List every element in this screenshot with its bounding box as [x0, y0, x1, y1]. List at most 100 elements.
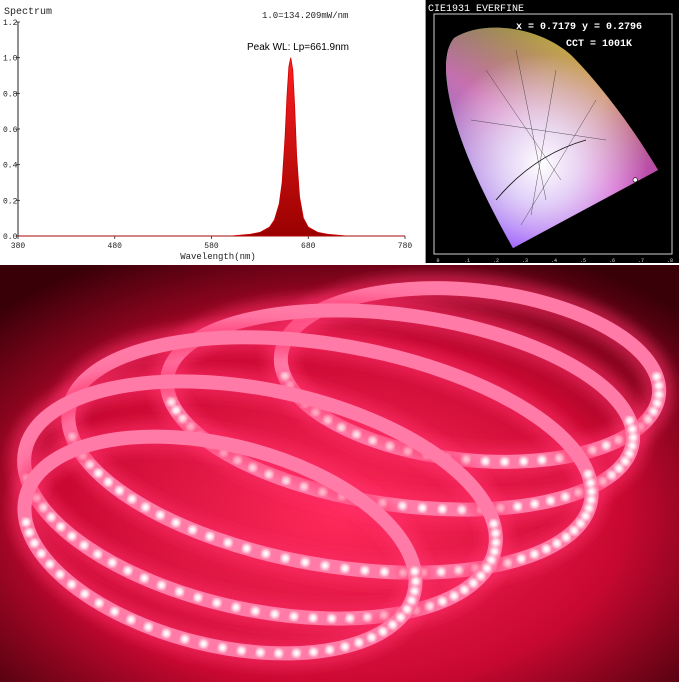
- cie-x-tick-label: 0: [436, 258, 439, 263]
- led-chip: [584, 504, 594, 513]
- led-chip: [586, 495, 596, 505]
- led-chip: [110, 607, 119, 616]
- cie-x-tick-label: .6: [609, 258, 615, 263]
- led-chip: [251, 606, 260, 616]
- spectrum-x-tick-label: 780: [398, 242, 413, 251]
- led-chip: [231, 603, 241, 612]
- led-chip: [242, 544, 251, 553]
- led-chip: [300, 558, 310, 567]
- led-chip: [487, 555, 496, 565]
- led-chip: [402, 605, 412, 614]
- led-chip: [180, 634, 189, 644]
- led-chip: [368, 435, 378, 445]
- led-chip: [407, 596, 416, 605]
- led-chip: [583, 470, 593, 479]
- led-chip: [320, 561, 330, 570]
- led-chip: [627, 441, 637, 450]
- led-chip: [652, 398, 662, 408]
- led-chip: [628, 425, 637, 434]
- cie-title: CIE1931 EVERFINE: [428, 4, 524, 15]
- cie-frame: [433, 13, 673, 255]
- led-chip: [157, 581, 166, 590]
- led-chip: [55, 570, 65, 579]
- led-chip: [363, 613, 372, 622]
- led-chip: [530, 549, 539, 559]
- led-chip: [537, 455, 547, 465]
- spectrum-series: [18, 57, 405, 237]
- led-chip: [85, 460, 94, 469]
- led-chip: [274, 649, 283, 658]
- led-chip: [418, 503, 427, 513]
- spectrum-x-tick-label: 680: [301, 242, 316, 251]
- led-chip: [115, 486, 124, 495]
- spectrum-area: [18, 57, 405, 237]
- led-chip: [513, 502, 522, 511]
- cie-chart-panel: CIE1931 EVERFINE x = 0.7179 y = 0.2796 C…: [426, 0, 679, 263]
- led-chip: [309, 647, 318, 657]
- spectrum-xlabel: Wavelength(nm): [180, 252, 256, 262]
- led-chip: [37, 549, 46, 558]
- led-chip: [80, 589, 89, 599]
- led-chip: [282, 476, 291, 485]
- led-strip-photo: [0, 265, 679, 682]
- led-chip: [171, 406, 181, 415]
- led-chip: [237, 646, 246, 655]
- cie-cct-readout: CCT = 1001K: [566, 39, 632, 50]
- cie-chromaticity-chart: CIE1931 EVERFINE x = 0.7179 y = 0.2796 C…: [428, 4, 673, 263]
- spectrum-axes: [17, 22, 405, 237]
- led-chip: [561, 492, 570, 502]
- led-strip-loop: [9, 366, 511, 634]
- peak-annotation: Peak WL: Lp=661.9nm: [247, 42, 349, 53]
- cie-x-tick-label: .2: [493, 258, 499, 263]
- led-chip: [345, 614, 355, 623]
- led-chip: [261, 549, 270, 558]
- led-chip: [654, 390, 664, 399]
- led-chip: [79, 541, 89, 550]
- led-chip: [542, 544, 551, 554]
- led-chip: [602, 441, 611, 450]
- led-chip: [352, 429, 361, 439]
- led-chip: [530, 499, 539, 509]
- led-chip: [481, 457, 490, 466]
- led-chip: [482, 564, 492, 573]
- led-chip: [94, 468, 103, 478]
- led-chip: [256, 648, 265, 657]
- led-chip: [411, 577, 420, 586]
- led-chip: [188, 525, 197, 535]
- spectrum-x-tick-label: 480: [108, 242, 123, 251]
- led-chip: [576, 519, 585, 528]
- led-chip: [67, 580, 76, 589]
- led-strip-illustration: [0, 265, 679, 682]
- led-chip: [519, 457, 528, 466]
- led-chip: [489, 519, 498, 529]
- cie-point-marker: [632, 177, 638, 183]
- led-chip: [38, 503, 47, 512]
- led-chip: [425, 601, 434, 611]
- led-chip: [410, 567, 419, 576]
- led-chip: [126, 615, 136, 624]
- led-chip: [625, 416, 634, 425]
- led-chip: [30, 538, 39, 548]
- spectrum-y-tick-label: 0.0: [3, 233, 18, 242]
- spectrum-x-tick-label: 580: [204, 242, 219, 251]
- spectrum-chart-panel: Spectrum 1.0=134.209mW/nm Peak WL: Lp=66…: [0, 0, 426, 263]
- cie-x-tick-label: .1: [464, 258, 470, 263]
- spectrum-y-tick-label: 1.0: [3, 55, 18, 64]
- cie-x-tick-label: .5: [580, 258, 586, 263]
- planckian-locus: [495, 139, 587, 201]
- led-chip: [123, 566, 133, 575]
- spectrum-y-tick-label: 0.4: [3, 162, 18, 171]
- led-chip: [178, 414, 187, 424]
- led-chip: [500, 457, 509, 466]
- led-chip: [438, 504, 447, 514]
- led-chip: [360, 566, 369, 575]
- led-chip: [367, 633, 376, 642]
- led-chip: [199, 639, 208, 649]
- led-chip: [308, 613, 318, 623]
- led-chip: [398, 501, 407, 511]
- spectrum-title: Spectrum: [4, 7, 52, 18]
- led-chip: [476, 571, 486, 581]
- led-chip: [569, 526, 579, 535]
- led-chip: [67, 531, 77, 541]
- led-chip: [127, 494, 137, 504]
